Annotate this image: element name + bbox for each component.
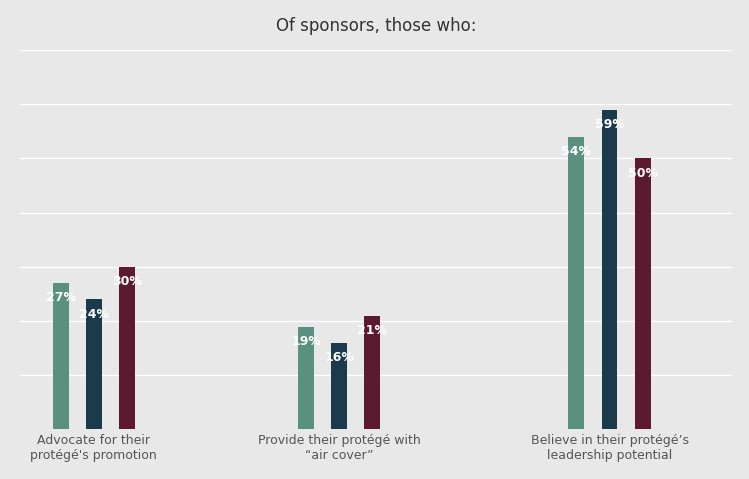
Bar xyxy=(298,327,314,430)
Bar xyxy=(331,343,348,430)
Bar xyxy=(365,316,380,430)
Text: 30%: 30% xyxy=(112,275,142,288)
Bar xyxy=(85,299,102,430)
Text: 21%: 21% xyxy=(357,324,387,337)
Text: 50%: 50% xyxy=(628,167,658,180)
Text: 59%: 59% xyxy=(595,118,625,131)
Text: 16%: 16% xyxy=(324,351,354,364)
Text: 24%: 24% xyxy=(79,308,109,320)
Bar xyxy=(601,110,617,430)
Text: 27%: 27% xyxy=(46,291,76,304)
Bar xyxy=(119,267,135,430)
Bar xyxy=(52,283,68,430)
Title: Of sponsors, those who:: Of sponsors, those who: xyxy=(276,17,476,34)
Text: 19%: 19% xyxy=(291,335,321,348)
Text: 54%: 54% xyxy=(561,145,592,158)
Bar xyxy=(568,137,584,430)
Bar xyxy=(634,159,651,430)
